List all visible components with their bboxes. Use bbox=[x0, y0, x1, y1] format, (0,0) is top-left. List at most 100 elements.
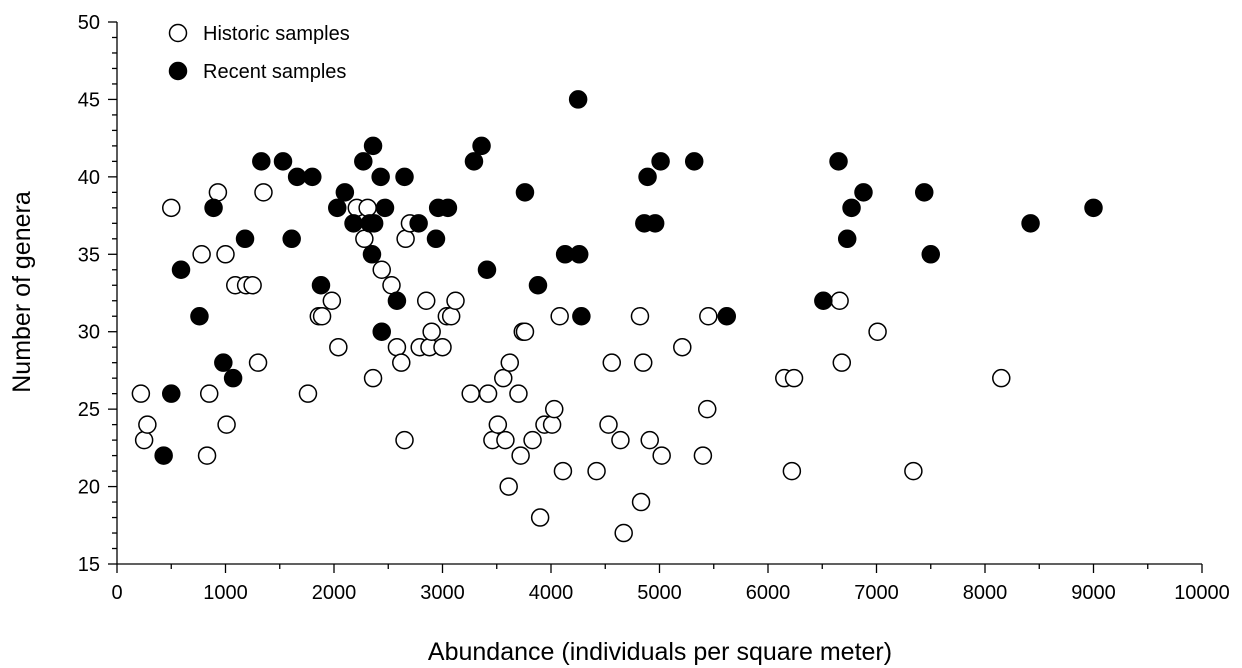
historic-sample-point bbox=[387, 337, 407, 357]
historic-sample-point bbox=[382, 276, 401, 295]
historic-sample-point bbox=[355, 229, 374, 249]
recent-sample-point bbox=[372, 322, 391, 341]
recent-sample-point bbox=[171, 260, 191, 280]
historic-sample-point bbox=[611, 430, 630, 450]
historic-sample-point bbox=[358, 198, 377, 218]
historic-sample-point bbox=[511, 446, 530, 465]
historic-sample-point bbox=[329, 337, 348, 357]
historic-sample-point bbox=[446, 291, 465, 310]
historic-sample-point bbox=[515, 322, 535, 341]
historic-sample-point bbox=[217, 415, 236, 434]
y-tick-label: 45 bbox=[78, 89, 100, 111]
recent-sample-point bbox=[477, 260, 497, 280]
historic-sample-point bbox=[633, 353, 653, 372]
recent-sample-point bbox=[651, 152, 670, 171]
historic-sample-point bbox=[162, 198, 181, 218]
historic-sample-point bbox=[363, 368, 383, 388]
historic-sample-point bbox=[131, 384, 151, 403]
recent-sample-point bbox=[921, 245, 940, 264]
historic-sample-point bbox=[312, 306, 332, 326]
historic-sample-point bbox=[509, 384, 528, 403]
recent-sample-point bbox=[328, 198, 347, 218]
recent-sample-point bbox=[252, 152, 271, 171]
historic-sample-point bbox=[138, 415, 157, 434]
historic-sample-point bbox=[372, 260, 391, 280]
x-tick-label: 5000 bbox=[637, 582, 682, 604]
historic-sample-point bbox=[322, 291, 342, 310]
series-recent-samples bbox=[154, 90, 1103, 465]
historic-sample-point bbox=[697, 399, 717, 419]
historic-sample-point bbox=[499, 477, 518, 496]
historic-sample-point bbox=[416, 291, 436, 310]
x-tick-label: 1000 bbox=[203, 582, 248, 604]
recent-sample-point bbox=[303, 167, 322, 187]
historic-sample-point bbox=[587, 461, 606, 481]
recent-sample-point bbox=[842, 198, 861, 218]
historic-sample-point bbox=[433, 337, 452, 357]
historic-sample-point bbox=[248, 353, 268, 372]
historic-sample-point bbox=[197, 446, 217, 465]
recent-sample-point bbox=[311, 276, 331, 295]
x-tick-label: 0 bbox=[111, 582, 122, 604]
recent-sample-point bbox=[472, 136, 491, 156]
recent-sample-point bbox=[1021, 214, 1040, 233]
recent-sample-point bbox=[572, 306, 591, 326]
historic-sample-point bbox=[199, 384, 219, 403]
historic-sample-point bbox=[550, 306, 569, 326]
historic-sample-point bbox=[784, 368, 804, 388]
y-tick-label: 30 bbox=[78, 322, 100, 344]
recent-sample-point bbox=[204, 198, 223, 218]
x-tick-label: 6000 bbox=[746, 582, 791, 604]
historic-sample-point bbox=[392, 353, 411, 372]
tick-labels: 0 1000 2000 3000 4000 5000 6000 7000 8000 9000 100… bbox=[78, 12, 1230, 604]
recent-sample-point bbox=[854, 183, 873, 202]
historic-sample-point bbox=[614, 523, 633, 543]
x-tick-label: 10000 bbox=[1174, 582, 1230, 604]
axes bbox=[116, 22, 1202, 565]
historic-sample-point bbox=[553, 461, 573, 481]
x-axis-title: Abundance (individuals per square meter) bbox=[428, 638, 892, 666]
x-tick-label: 8000 bbox=[963, 582, 1008, 604]
recent-sample-point bbox=[344, 214, 363, 233]
historic-sample-point bbox=[693, 446, 713, 465]
recent-sample-point bbox=[364, 214, 384, 233]
historic-sample-point bbox=[699, 306, 718, 326]
historic-sample-point bbox=[868, 322, 887, 341]
recent-sample-point bbox=[515, 183, 535, 202]
x-tick-label: 2000 bbox=[312, 582, 357, 604]
recent-sample-point bbox=[914, 183, 934, 202]
recent-sample-point bbox=[464, 152, 484, 171]
y-tick-label: 20 bbox=[78, 477, 100, 499]
recent-sample-point bbox=[235, 229, 255, 249]
historic-sample-point bbox=[298, 384, 318, 403]
historic-sample-point bbox=[530, 508, 550, 527]
y-tick-label: 25 bbox=[78, 399, 100, 421]
historic-sample-point bbox=[830, 291, 849, 310]
historic-sample-point bbox=[500, 353, 520, 372]
historic-sample-point bbox=[488, 415, 508, 434]
recent-sample-point bbox=[1084, 198, 1103, 218]
recent-sample-point bbox=[223, 368, 243, 388]
historic-sample-point bbox=[441, 306, 461, 326]
y-tick-label: 40 bbox=[78, 167, 100, 189]
recent-sample-point bbox=[154, 446, 173, 465]
historic-sample-point bbox=[395, 430, 414, 450]
legend-label-historic: Historic samples bbox=[203, 23, 350, 45]
tick-marks bbox=[108, 21, 1203, 573]
recent-sample-point bbox=[568, 90, 588, 109]
legend-label-recent: Recent samples bbox=[203, 61, 346, 83]
x-tick-label: 3000 bbox=[420, 582, 465, 604]
legend-marker-recent bbox=[168, 61, 188, 81]
historic-sample-point bbox=[496, 430, 515, 450]
x-tick-label: 7000 bbox=[854, 582, 899, 604]
historic-sample-point bbox=[602, 353, 622, 372]
historic-sample-point bbox=[631, 492, 651, 512]
recent-sample-point bbox=[438, 198, 458, 218]
series-historic-samples bbox=[131, 183, 1011, 543]
historic-sample-point bbox=[134, 430, 154, 450]
recent-sample-point bbox=[335, 183, 355, 202]
recent-sample-point bbox=[426, 229, 446, 249]
recent-sample-point bbox=[645, 214, 665, 233]
y-tick-label: 35 bbox=[78, 244, 100, 266]
recent-sample-point bbox=[684, 152, 704, 171]
